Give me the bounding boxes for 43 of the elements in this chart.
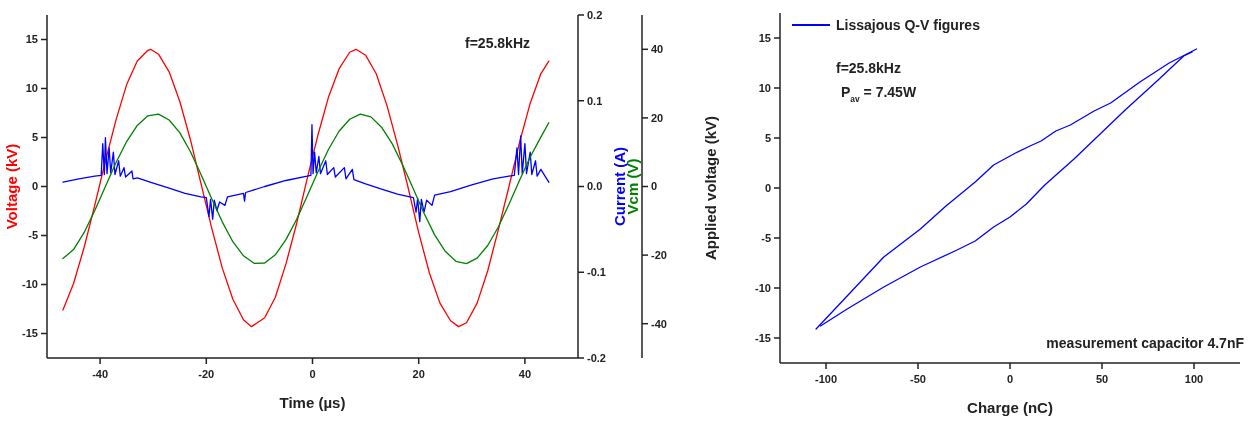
x-axis-title: Time (µs) <box>279 394 346 411</box>
y3-tick-label: 20 <box>651 111 664 124</box>
annotation: measurement capacitor 4.7nF <box>1046 335 1245 351</box>
y-tick-label: 5 <box>31 131 38 144</box>
y-axis-title: Voltage (kV) <box>3 143 21 230</box>
y-tick-label: -5 <box>761 231 771 244</box>
y2-tick-label: -0.1 <box>587 266 606 279</box>
y2-tick-label: -0.2 <box>587 351 606 364</box>
x-tick-label: 20 <box>412 368 425 380</box>
x-tick-label: 100 <box>1184 373 1204 385</box>
y2-tick-label: 0.0 <box>587 180 603 193</box>
y-tick-label: -5 <box>28 229 38 242</box>
y-tick-label: -15 <box>755 331 771 344</box>
annotation: P$_{av}$ = 7.45W <box>841 84 917 104</box>
y3-tick-label: -20 <box>651 248 667 261</box>
annotation: f=25.8kHz <box>465 35 530 51</box>
y3-tick-label: -40 <box>651 317 667 330</box>
annotation: f=25.8kHz <box>836 60 901 76</box>
x-tick-label: 0 <box>1006 373 1014 385</box>
y-tick-label: 5 <box>764 131 771 144</box>
x-tick-label: 50 <box>1095 373 1109 385</box>
y3-tick-label: 40 <box>651 43 664 56</box>
y-tick-label: 0 <box>31 180 38 193</box>
y2-tick-label: 0.2 <box>587 8 603 21</box>
x-tick-label: -50 <box>910 373 926 385</box>
x-tick-label: 0 <box>309 368 316 380</box>
y3-tick-label: 0 <box>651 180 658 193</box>
y-tick-label: 0 <box>764 181 771 194</box>
y-axis-title: Applied voltage (kV) <box>702 115 720 261</box>
y-tick-label: 15 <box>758 31 771 44</box>
y-tick-label: 10 <box>25 82 38 95</box>
x-axis-title: Charge (nC) <box>967 399 1053 416</box>
x-tick-label: -20 <box>198 368 215 380</box>
x-tick-label: 40 <box>518 368 532 380</box>
y-tick-label: -15 <box>22 327 38 340</box>
y-tick-label: -10 <box>755 281 771 294</box>
y-tick-label: -10 <box>22 278 38 291</box>
x-tick-label: -40 <box>92 368 109 380</box>
y-tick-label: 10 <box>758 81 771 94</box>
y-tick-label: 15 <box>25 33 38 46</box>
y2-tick-label: 0.1 <box>587 94 603 107</box>
legend-label: Lissajous Q-V figures <box>836 16 981 33</box>
x-tick-label: -100 <box>814 373 838 385</box>
